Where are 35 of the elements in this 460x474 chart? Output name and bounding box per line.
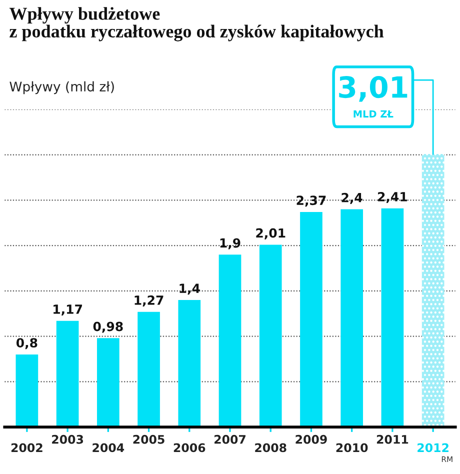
x-tick-label: 2012	[418, 443, 448, 452]
bar	[259, 244, 282, 428]
bar	[16, 354, 38, 428]
data-label: 2,01	[256, 228, 286, 240]
x-tick-label: 2010	[336, 443, 368, 452]
data-label: 0,98	[93, 322, 123, 333]
annotation: 3,01 MLD ZŁ	[339, 76, 408, 118]
x-tick-label: 2011	[376, 434, 408, 444]
y-axis-title: Wpływy (mld zł)	[10, 81, 114, 94]
data-label: 2,4	[342, 192, 362, 204]
x-tick-label: 2009	[296, 434, 327, 444]
data-label: 1,9	[220, 238, 240, 250]
bar	[56, 320, 79, 428]
bar	[96, 338, 120, 428]
bar	[218, 254, 242, 428]
x-tick-label: 2006	[174, 443, 206, 452]
chart-title: Wpływy budżetowe z podatku ryczałtowego od zysków kapitałowych	[9, 7, 384, 42]
x-tick-label: 2008	[255, 443, 286, 452]
x-tick-label: 2002	[11, 443, 42, 452]
x-tick-label: 2004	[92, 443, 124, 452]
data-label: 2,37	[296, 196, 326, 207]
bar	[422, 154, 444, 428]
x-tick-label: 2007	[214, 434, 246, 444]
bar	[138, 312, 160, 428]
x-tick-label: 2003	[52, 434, 84, 444]
bar	[381, 208, 404, 428]
data-label: 1,4	[180, 284, 200, 295]
bar	[178, 300, 201, 428]
data-label: 2,41	[378, 192, 408, 204]
x-tick-label: 2005	[133, 434, 164, 444]
bar	[300, 212, 322, 428]
data-label: 0,8	[16, 338, 38, 350]
bar	[340, 209, 364, 428]
data-label: 1,27	[134, 295, 164, 306]
data-label: 1,17	[54, 304, 82, 316]
